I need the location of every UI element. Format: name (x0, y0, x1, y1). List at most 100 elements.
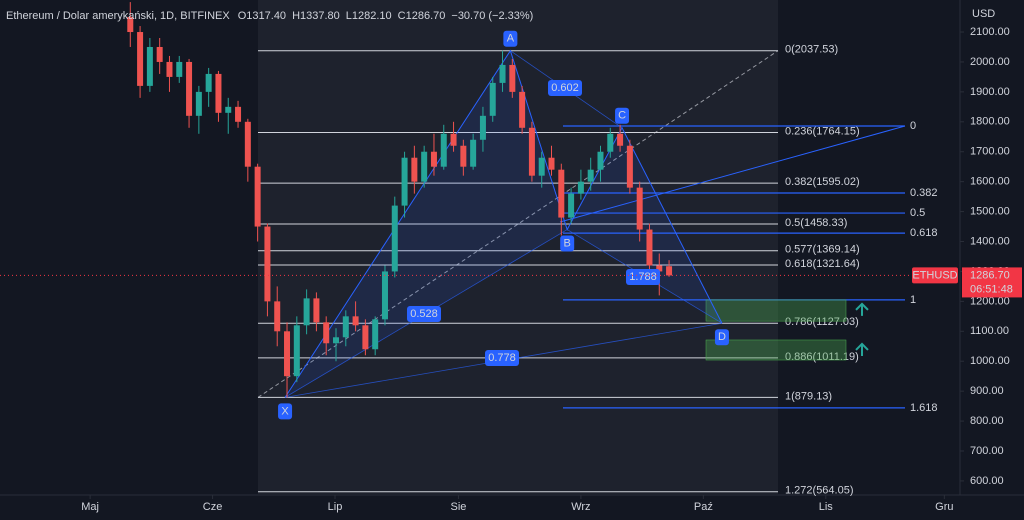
candle-body (313, 298, 320, 323)
candle-body (666, 266, 673, 276)
projection-label: 1 (910, 294, 916, 306)
x-tick-label: Lip (328, 501, 343, 513)
y-tick-label: 1400.00 (970, 235, 1010, 247)
projection-label: 1.618 (910, 402, 938, 414)
candle-body (205, 73, 212, 92)
fib-label: 0.786(1127.03) (785, 316, 859, 328)
candle-body (381, 271, 388, 320)
candle-body (656, 265, 663, 272)
symbol-label: ETHUSD (912, 269, 957, 281)
fib-label: 0.236(1764.15) (785, 125, 860, 137)
ratio-label: 0.602 (551, 82, 579, 94)
projection-label: 0.5 (910, 207, 925, 219)
target-zone (705, 299, 847, 322)
y-tick-label: 600.00 (970, 475, 1004, 487)
point-label: X (281, 405, 289, 417)
y-tick-label: 1600.00 (970, 176, 1010, 188)
y-tick-label: 1900.00 (970, 86, 1010, 98)
candle-body (293, 325, 300, 377)
plot: 0(2037.53) 0.236(1764.15) 0.382(1595.02) 0.… (127, 0, 938, 497)
candle-body (254, 166, 261, 227)
projection-label: 0 (910, 120, 916, 132)
symbol-badge (912, 267, 958, 284)
ratio-badge (548, 80, 582, 96)
candle-body (548, 157, 555, 170)
y-tick-label: 2000.00 (970, 56, 1010, 68)
candle-body (176, 61, 183, 77)
candle-body (440, 133, 447, 167)
price-badge (962, 267, 1022, 298)
candle-body (489, 82, 496, 116)
y-tick-label: 900.00 (970, 385, 1004, 397)
candle-body (225, 106, 232, 113)
quote-value: −30.70 (−2.33%) (451, 10, 533, 22)
candle-body (460, 145, 467, 167)
candle-body (528, 127, 535, 176)
ratio-badge (626, 269, 660, 285)
projection-label: 0.618 (910, 227, 938, 239)
candle-body (137, 32, 144, 86)
candle-body (538, 157, 545, 176)
x-tick-label: Wrz (571, 501, 590, 513)
point-label: B (564, 237, 571, 249)
fib-label: 1.272(564.05) (785, 485, 854, 497)
fib-label: 1(879.13) (785, 390, 832, 402)
x-tick-label: Lis (819, 501, 834, 513)
y-tick-label: 1800.00 (970, 116, 1010, 128)
up-arrow (855, 342, 869, 356)
x-tick-label: Sie (450, 501, 466, 513)
point-label: A (507, 33, 515, 45)
candle-body (146, 46, 153, 86)
fib-region (258, 0, 778, 495)
ratio-label: 0.778 (488, 352, 516, 364)
candle-body (274, 301, 281, 332)
candle-body (577, 181, 584, 194)
candle-body (303, 298, 310, 326)
candle-body (421, 151, 428, 182)
countdown-label: 06:51:48 (970, 283, 1013, 295)
chart-title: Ethereum / Dolar amerykański, 1D, BITFIN… (6, 10, 230, 22)
y-tick-label: 800.00 (970, 415, 1004, 427)
y-tick-label: 700.00 (970, 445, 1004, 457)
candle-body (499, 64, 506, 83)
point-badge (503, 30, 518, 47)
fib-trend (257, 50, 779, 398)
point-badge (560, 235, 575, 252)
fib-label: 0.5(1458.33) (785, 217, 847, 229)
target-zone (705, 339, 847, 361)
candle-body (607, 133, 614, 152)
point-label: C (618, 110, 626, 122)
candle-body (195, 91, 202, 116)
candle-body (127, 17, 134, 33)
candle-body (646, 229, 653, 266)
y-tick-label: 1700.00 (970, 146, 1010, 158)
fib-label: 0.577(1369.14) (785, 244, 860, 256)
candle-body (450, 133, 457, 146)
candle-body (587, 169, 594, 182)
quote-value: H1337.80 (292, 10, 340, 22)
candle-body (568, 193, 575, 218)
candle-body (470, 139, 477, 167)
candle-body (264, 226, 271, 302)
candle-body (166, 61, 173, 77)
candle-body (411, 157, 418, 182)
candle-body (284, 331, 291, 377)
fib-label: 0(2037.53) (785, 44, 838, 56)
y-tick-label: 1000.00 (970, 355, 1010, 367)
x-tick-label: Paź (694, 501, 713, 513)
candle-body (372, 319, 379, 350)
quote-value: O1317.40 (238, 10, 286, 22)
candle-body (626, 145, 633, 188)
candle-body (323, 322, 330, 344)
projection-label: 0.382 (910, 187, 938, 199)
quote-value: C1286.70 (398, 10, 446, 22)
candle-body (479, 115, 486, 140)
point-badge (615, 107, 630, 124)
x-tick-label: Gru (935, 501, 953, 513)
ratio-label: 0.528 (410, 308, 438, 320)
fib-label: 0.618(1321.64) (785, 258, 860, 270)
x-tick-label: Cze (203, 501, 223, 513)
ratio-badge (485, 350, 519, 366)
x-tick-label: Maj (81, 501, 99, 513)
candle-body (430, 151, 437, 167)
